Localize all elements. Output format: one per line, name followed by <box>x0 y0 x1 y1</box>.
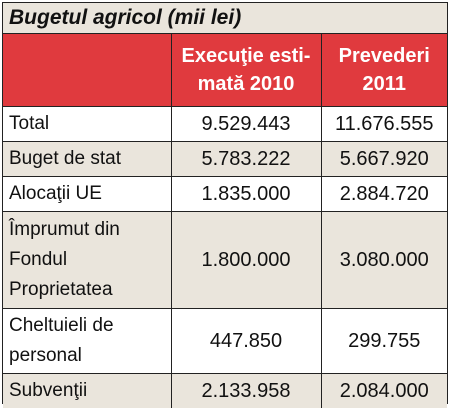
prev-2011-value: 2.084.000 <box>321 374 447 408</box>
exec-2010-value: 1.835.000 <box>171 177 321 212</box>
row-label: Total <box>3 107 171 142</box>
row-label: Subvenţii <box>3 374 171 408</box>
row-label: Împrumut din Fondul Proprietatea <box>3 212 171 309</box>
prev-2011-value: 2.884.720 <box>321 177 447 212</box>
row-label: Buget de stat <box>3 142 171 177</box>
table-row: Alocaţii UE 1.835.000 2.884.720 <box>3 177 447 212</box>
prev-2011-value: 299.755 <box>321 309 447 374</box>
prev-2011-value: 11.676.555 <box>321 107 447 142</box>
prev-2011-value: 5.667.920 <box>321 142 447 177</box>
header-prev-2011: Prevederi 2011 <box>321 34 447 107</box>
exec-2010-value: 2.133.958 <box>171 374 321 408</box>
row-label: Cheltuieli de personal <box>3 309 171 374</box>
exec-2010-value: 9.529.443 <box>171 107 321 142</box>
budget-table-box: Bugetul agricol (mii lei) Execuţie esti-… <box>2 2 448 404</box>
header-exec-2010: Execuţie esti-mată 2010 <box>171 34 321 107</box>
prev-2011-value: 3.080.000 <box>321 212 447 309</box>
table-row: Împrumut din Fondul Proprietatea 1.800.0… <box>3 212 447 309</box>
exec-2010-value: 5.783.222 <box>171 142 321 177</box>
header-row: Execuţie esti-mată 2010 Prevederi 2011 <box>3 34 447 107</box>
table-row: Total 9.529.443 11.676.555 <box>3 107 447 142</box>
budget-table: Execuţie esti-mată 2010 Prevederi 2011 T… <box>3 34 447 408</box>
table-row: Subvenţii 2.133.958 2.084.000 <box>3 374 447 408</box>
table-row: Buget de stat 5.783.222 5.667.920 <box>3 142 447 177</box>
exec-2010-value: 447.850 <box>171 309 321 374</box>
table-title: Bugetul agricol (mii lei) <box>3 3 447 34</box>
header-blank-cell <box>3 34 171 107</box>
row-label: Alocaţii UE <box>3 177 171 212</box>
table-row: Cheltuieli de personal 447.850 299.755 <box>3 309 447 374</box>
exec-2010-value: 1.800.000 <box>171 212 321 309</box>
